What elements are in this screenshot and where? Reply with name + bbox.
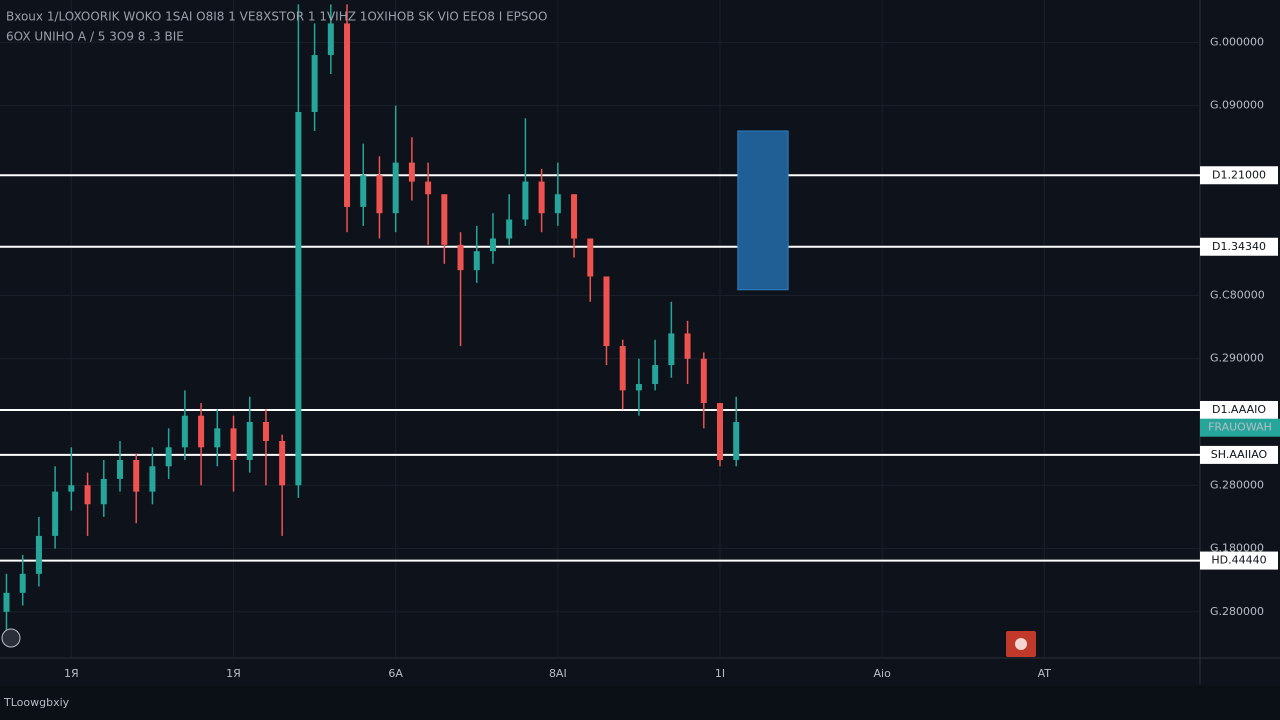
candle-body bbox=[35, 535, 42, 574]
y-tick-label: G.C80000 bbox=[1210, 288, 1265, 301]
candle-body bbox=[246, 422, 253, 460]
candle-body bbox=[262, 422, 269, 441]
candle-body bbox=[587, 238, 594, 277]
candle-body bbox=[635, 384, 642, 391]
x-tick-label: 1Я bbox=[226, 667, 241, 680]
symbol-title: Bxoux 1/LOXOORIK WOKO 1SAI O8I8 1 VE8XST… bbox=[6, 10, 547, 24]
candle-body bbox=[311, 55, 318, 112]
ohlc-info: 6OX UNIHO A / 5 3O9 8 .3 BIE bbox=[6, 30, 184, 44]
y-tick-label: G.280000 bbox=[1210, 478, 1264, 491]
x-tick-label: 1Я bbox=[64, 667, 79, 680]
y-tick-label: G.290000 bbox=[1210, 352, 1264, 365]
price-level-label: SH.AAIIAO bbox=[1211, 448, 1268, 461]
candle-body bbox=[571, 194, 578, 239]
candle-body bbox=[506, 219, 513, 239]
candle-body bbox=[538, 181, 545, 214]
candle-body bbox=[522, 181, 529, 220]
candle-body bbox=[165, 447, 172, 467]
y-tick-label: G.090000 bbox=[1210, 99, 1264, 112]
price-level-tag bbox=[1200, 551, 1278, 570]
candle-body bbox=[133, 459, 140, 492]
candle-body bbox=[214, 428, 221, 448]
x-tick-label: 6A bbox=[388, 667, 403, 680]
candle-body bbox=[441, 194, 448, 245]
candle-body bbox=[100, 478, 107, 505]
candle-body bbox=[554, 194, 561, 214]
alert-icon-glyph bbox=[1015, 638, 1027, 650]
price-level-tag bbox=[1200, 400, 1278, 419]
last-price-tag bbox=[1200, 418, 1280, 437]
candle-body bbox=[408, 162, 415, 182]
candle-body bbox=[230, 428, 237, 460]
x-tick-label: 8AI bbox=[549, 667, 567, 680]
candle-body bbox=[684, 333, 691, 359]
candle-body bbox=[360, 175, 367, 207]
candle-body bbox=[117, 459, 123, 479]
candle-body bbox=[344, 23, 351, 207]
candle-body bbox=[3, 592, 10, 612]
price-level-label: D1.AAAIO bbox=[1212, 403, 1266, 416]
price-level-tag bbox=[1200, 166, 1278, 185]
candle-body bbox=[19, 573, 26, 593]
candle-body bbox=[717, 403, 723, 460]
candle-body bbox=[52, 491, 59, 536]
candle-body bbox=[668, 333, 675, 366]
candle-body bbox=[149, 466, 156, 492]
y-tick-label: G.180000 bbox=[1210, 542, 1264, 555]
price-level-tag bbox=[1200, 445, 1278, 464]
candle-body bbox=[376, 175, 383, 214]
y-tick-label: G.280000 bbox=[1210, 605, 1264, 618]
candle-body bbox=[652, 365, 659, 385]
candle-body bbox=[84, 485, 91, 505]
candle-body bbox=[619, 346, 626, 391]
logo-badge[interactable] bbox=[1, 628, 21, 648]
price-level-label: D1.34340 bbox=[1212, 240, 1266, 253]
candle-body bbox=[198, 415, 205, 448]
candle-body bbox=[327, 23, 334, 56]
candle-body bbox=[473, 251, 480, 271]
candle-body bbox=[733, 422, 740, 460]
x-tick-label: AT bbox=[1038, 667, 1052, 680]
candle-body bbox=[700, 358, 707, 404]
candle-body bbox=[295, 111, 302, 486]
last-price-label: FRAUOWAH bbox=[1208, 421, 1272, 434]
candle-body bbox=[279, 440, 286, 486]
candle-body bbox=[603, 276, 610, 347]
x-tick-label: Aio bbox=[874, 667, 892, 680]
y-tick-label: G.000000 bbox=[1210, 35, 1264, 48]
candle-body bbox=[425, 181, 432, 195]
position-box bbox=[737, 130, 789, 291]
candle-body bbox=[489, 238, 496, 252]
candle-body bbox=[392, 162, 399, 214]
price-level-tag bbox=[1200, 237, 1278, 256]
price-level-label: D1.21000 bbox=[1212, 168, 1266, 181]
brand[interactable]: TLoowgbxiy bbox=[3, 696, 70, 709]
x-tick-label: 1I bbox=[715, 667, 725, 680]
bottom-bar bbox=[0, 686, 1280, 720]
candle-body bbox=[457, 244, 464, 271]
price-level-label: HD.44440 bbox=[1211, 554, 1266, 567]
candle-body bbox=[181, 415, 188, 448]
candle-body bbox=[68, 485, 75, 492]
